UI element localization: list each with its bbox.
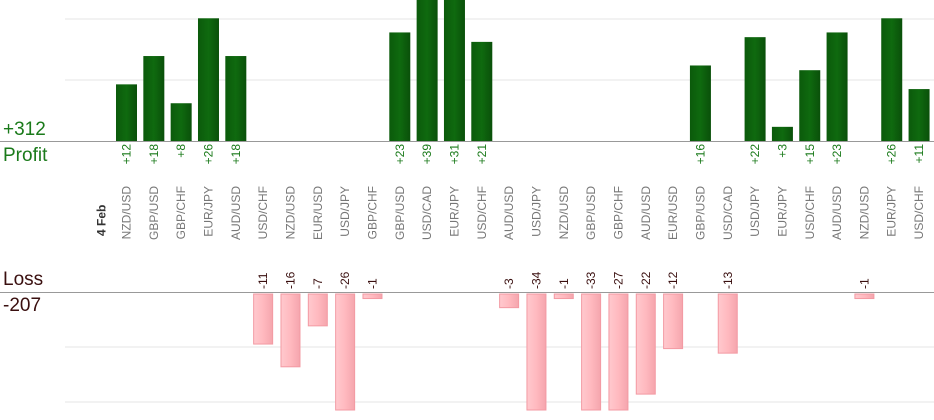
loss-bar [635, 293, 656, 395]
profit-value-label: +16 [693, 144, 707, 165]
date-label: 4 Feb [95, 205, 109, 236]
category-label: NZD/USD [557, 186, 571, 240]
category-label: GBP/CHF [174, 186, 188, 239]
profit-bar [443, 0, 465, 141]
loss-bar [253, 293, 274, 345]
profit-total: +312 [3, 119, 46, 140]
profit-value-label: +3 [775, 144, 789, 158]
loss-bar [335, 293, 356, 411]
profit-value-label: +21 [475, 144, 489, 165]
profit-value-label: +18 [147, 144, 161, 165]
category-label: GBP/CHF [611, 186, 625, 239]
category-label: GBP/USD [584, 186, 598, 240]
profit-value-label: +26 [885, 144, 899, 165]
profit-value-label: +18 [229, 144, 243, 165]
profit-bar [771, 126, 793, 141]
profit-bar [389, 32, 411, 141]
category-label: AUD/USD [229, 186, 243, 240]
category-label: NZD/USD [120, 186, 134, 240]
loss-value-label: -7 [311, 278, 325, 289]
loss-value-label: -34 [529, 271, 543, 289]
category-label: USD/JPY [529, 186, 543, 237]
loss-value-label: -11 [256, 272, 270, 289]
profit-bar [689, 65, 711, 141]
category-label: GBP/USD [693, 186, 707, 240]
loss-bar [581, 293, 602, 411]
profit-value-label: +23 [830, 144, 844, 165]
category-label: AUD/USD [639, 186, 653, 240]
category-label: USD/CAD [420, 186, 434, 240]
loss-value-label: -16 [283, 271, 297, 289]
loss-value-label: -13 [721, 271, 735, 289]
loss-bar [526, 293, 547, 411]
profit-value-label: +23 [393, 144, 407, 165]
profit-bar [826, 32, 848, 141]
profit-bar [170, 103, 192, 141]
loss-bar [362, 293, 383, 300]
loss-value-label: -33 [584, 271, 598, 289]
profit-value-label: +8 [174, 144, 188, 158]
category-label: EUR/USD [666, 186, 680, 240]
profit-bar [908, 89, 930, 141]
category-label: USD/CHF [803, 186, 817, 239]
loss-value-label: -1 [857, 278, 871, 289]
profit-bar [225, 56, 247, 141]
loss-bar [499, 293, 520, 309]
loss-value-label: -26 [338, 271, 352, 289]
profit-bar [416, 0, 438, 141]
category-label: USD/CHF [256, 186, 270, 239]
loss-bar [307, 293, 328, 327]
category-label: AUD/USD [502, 186, 516, 240]
category-label: NZD/USD [857, 186, 871, 240]
profit-bar [799, 70, 821, 141]
category-label: USD/JPY [338, 186, 352, 237]
loss-value-label: -12 [666, 271, 680, 289]
profit-bar [881, 18, 903, 142]
profit-value-label: +31 [447, 144, 461, 165]
profit-value-label: +11 [912, 144, 926, 164]
loss-bar [553, 293, 574, 300]
category-label: USD/JPY [748, 186, 762, 237]
loss-bar [608, 293, 629, 411]
category-label: AUD/USD [830, 186, 844, 240]
category-label: GBP/USD [393, 186, 407, 240]
category-label: GBP/CHF [365, 186, 379, 239]
profit-label: Profit [3, 145, 48, 166]
loss-bar [854, 293, 875, 300]
loss-bar [663, 293, 684, 350]
profit-value-label: +39 [420, 144, 434, 165]
category-label: EUR/USD [311, 186, 325, 240]
category-label: USD/CAD [721, 186, 735, 240]
loss-value-label: -22 [639, 271, 653, 289]
profit-value-label: +12 [120, 144, 134, 165]
category-label: GBP/USD [147, 186, 161, 240]
loss-value-label: -1 [557, 278, 571, 289]
category-label: NZD/USD [283, 186, 297, 240]
profit-bar [471, 41, 493, 141]
category-label: EUR/JPY [447, 186, 461, 237]
profit-value-label: +22 [748, 144, 762, 165]
category-label: EUR/JPY [885, 186, 899, 237]
loss-bar [717, 293, 738, 354]
loss-total: -207 [3, 295, 42, 316]
category-label: USD/CHF [475, 186, 489, 239]
category-label: EUR/JPY [775, 186, 789, 237]
loss-value-label: -1 [365, 278, 379, 289]
category-label: USD/CHF [912, 186, 926, 239]
profit-value-label: +26 [201, 144, 215, 165]
loss-label: Loss [3, 269, 44, 290]
profit-bar [116, 84, 137, 141]
profit-value-label: +15 [803, 144, 817, 165]
profit-bar [143, 56, 165, 141]
loss-value-label: -3 [502, 278, 516, 289]
loss-value-label: -27 [611, 271, 625, 289]
profit-bar [744, 37, 766, 141]
profit-bar [197, 18, 219, 142]
category-label: EUR/JPY [201, 186, 215, 237]
loss-bar [280, 293, 301, 368]
